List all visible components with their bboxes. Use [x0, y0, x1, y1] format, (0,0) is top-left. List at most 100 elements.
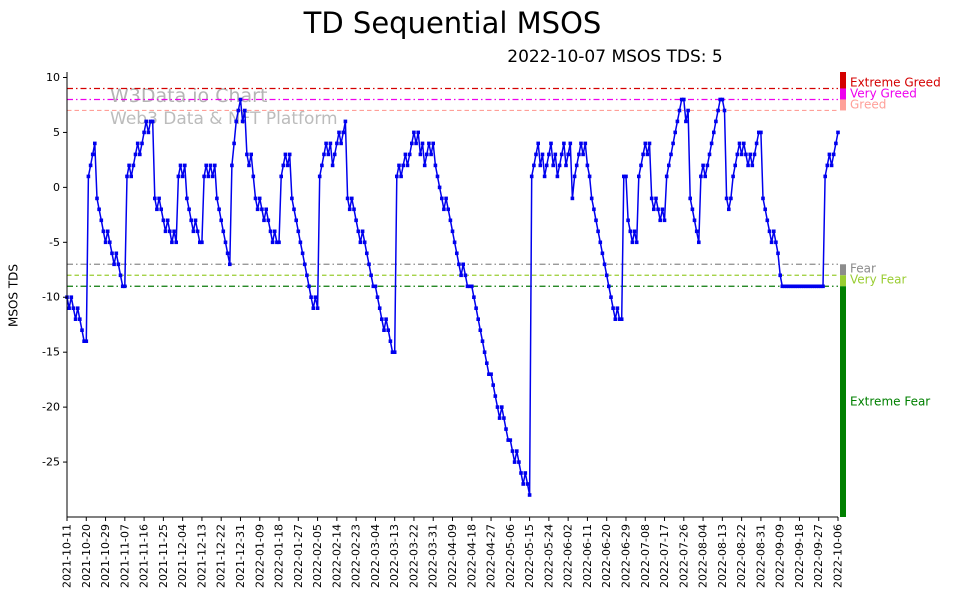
x-tick-label: 2022-08-22	[735, 524, 748, 588]
data-point	[253, 196, 258, 201]
data-point	[93, 141, 97, 146]
data-point	[589, 196, 594, 201]
data-point	[581, 152, 585, 157]
data-point	[551, 163, 555, 168]
y-axis-label: MSOS TDS	[6, 263, 21, 328]
data-point	[707, 152, 712, 157]
data-point	[187, 207, 191, 212]
y-tick-label: -15	[42, 346, 60, 359]
threshold-label-very-greed: Very Greed	[850, 86, 917, 100]
data-point	[645, 152, 650, 157]
data-point	[268, 229, 273, 234]
data-point	[675, 119, 680, 124]
data-point	[279, 174, 283, 179]
data-point	[500, 405, 504, 409]
data-point	[467, 284, 472, 289]
data-point	[69, 295, 74, 299]
data-point	[307, 284, 311, 289]
data-point	[823, 174, 827, 179]
data-point	[836, 130, 840, 135]
data-point	[228, 262, 232, 267]
zone-band-extreme-fear	[840, 286, 846, 517]
data-point	[761, 196, 765, 201]
data-point	[232, 141, 236, 146]
data-point	[433, 163, 438, 168]
data-point	[808, 284, 812, 289]
data-point	[476, 317, 480, 321]
data-point	[425, 152, 429, 157]
data-point	[643, 141, 648, 146]
y-tick-label: -25	[42, 456, 60, 469]
data-point	[101, 229, 106, 234]
data-point	[204, 163, 208, 168]
data-point	[174, 240, 178, 245]
data-point	[347, 207, 352, 212]
y-tick-label: 0	[53, 181, 60, 194]
x-tick-label: 2021-12-31	[234, 524, 247, 588]
data-point	[727, 207, 731, 212]
data-point	[744, 152, 748, 157]
data-point	[195, 229, 200, 234]
zone-band-8	[840, 88, 846, 100]
data-point	[287, 152, 292, 157]
x-tick-label: 2022-08-04	[697, 524, 710, 588]
data-point	[410, 141, 414, 146]
data-point	[596, 229, 600, 234]
data-point	[782, 284, 787, 289]
data-point	[397, 163, 401, 168]
data-point	[729, 196, 733, 201]
data-point	[215, 196, 219, 201]
data-point	[457, 262, 461, 267]
data-point	[692, 218, 697, 223]
data-point	[183, 163, 187, 168]
data-point	[752, 152, 757, 157]
data-point	[613, 317, 618, 321]
data-point	[317, 174, 322, 179]
data-point	[440, 196, 444, 201]
data-point	[688, 196, 692, 201]
y-tick-label: 5	[53, 126, 60, 139]
x-tick-label: 2022-09-27	[812, 524, 825, 588]
data-point	[594, 218, 598, 223]
data-point	[739, 152, 744, 157]
data-point	[609, 295, 613, 299]
data-point	[656, 207, 660, 212]
data-point	[789, 284, 793, 289]
data-point	[172, 229, 176, 234]
data-point	[120, 284, 125, 289]
data-point	[412, 130, 416, 135]
data-point	[272, 229, 277, 234]
data-point	[652, 207, 656, 212]
data-point	[527, 493, 532, 497]
data-point	[510, 449, 515, 453]
x-tick-label: 2022-09-18	[793, 524, 806, 588]
data-point	[407, 152, 412, 157]
data-point	[384, 317, 388, 321]
data-point	[322, 152, 326, 157]
data-point	[114, 251, 119, 256]
data-point	[673, 130, 677, 135]
data-point	[427, 141, 431, 146]
data-point	[326, 152, 331, 157]
data-point	[302, 262, 307, 267]
data-point	[480, 339, 485, 343]
data-point	[754, 141, 759, 146]
watermark-line1: W3Data.io Chart	[110, 85, 268, 107]
data-point	[804, 284, 808, 289]
x-tick-label: 2022-04-18	[465, 524, 478, 588]
x-tick-label: 2022-08-13	[716, 524, 729, 588]
data-point	[189, 218, 193, 223]
threshold-label-extreme-greed: Extreme Greed	[850, 75, 941, 89]
data-point	[737, 141, 742, 146]
data-point	[405, 163, 410, 168]
data-point	[562, 141, 566, 146]
data-point	[82, 339, 86, 343]
data-point	[350, 196, 354, 201]
data-point	[444, 196, 448, 201]
data-point	[210, 174, 215, 179]
data-point	[452, 240, 457, 245]
data-point	[356, 229, 361, 234]
data-point	[110, 251, 114, 256]
data-point	[390, 350, 395, 354]
data-point	[332, 152, 337, 157]
